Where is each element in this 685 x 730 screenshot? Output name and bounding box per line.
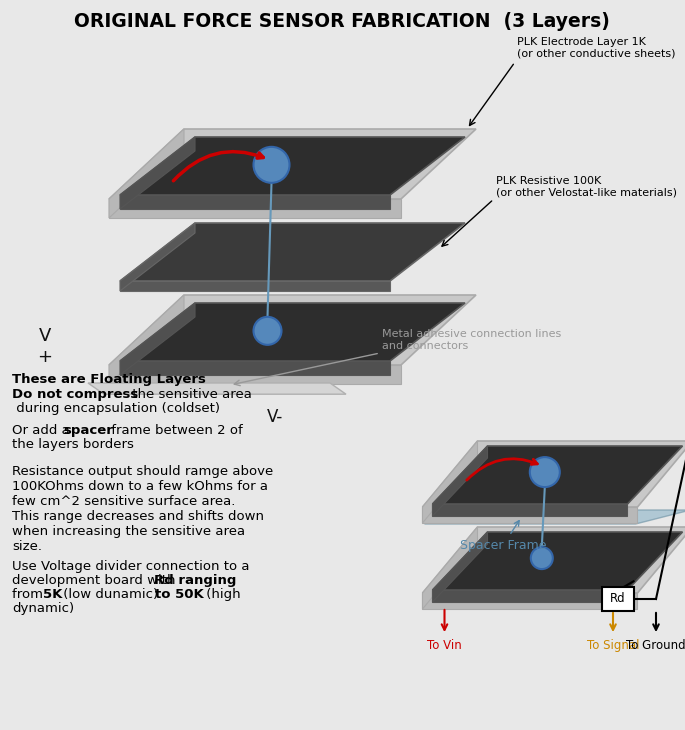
Text: V-: V- — [267, 408, 283, 426]
Polygon shape — [425, 510, 685, 524]
Polygon shape — [109, 199, 401, 218]
Polygon shape — [432, 446, 682, 504]
Polygon shape — [120, 195, 390, 209]
Text: Resistance output should ramge above
100KOhms down to a few kOhms for a
few cm^2: Resistance output should ramge above 100… — [12, 465, 273, 553]
Circle shape — [531, 547, 553, 569]
Text: (low dunamic): (low dunamic) — [59, 588, 162, 601]
Polygon shape — [423, 507, 638, 523]
Polygon shape — [423, 441, 477, 523]
Text: Metal adhesive connection lines
and connectors: Metal adhesive connection lines and conn… — [382, 329, 561, 351]
Polygon shape — [432, 504, 627, 516]
Polygon shape — [120, 361, 390, 375]
Text: To Vin: To Vin — [427, 639, 462, 652]
Text: Rd ranging: Rd ranging — [154, 574, 236, 587]
Text: Or add a: Or add a — [12, 424, 74, 437]
Text: V
+: V + — [38, 327, 53, 366]
Polygon shape — [120, 223, 465, 281]
Polygon shape — [88, 383, 346, 394]
Text: Spacer Frame: Spacer Frame — [460, 520, 547, 551]
Polygon shape — [423, 527, 685, 593]
Text: frame between 2 of: frame between 2 of — [107, 424, 242, 437]
Polygon shape — [120, 137, 465, 195]
Polygon shape — [109, 295, 184, 384]
Text: PLK Electrode Layer 1K
(or other conductive sheets): PLK Electrode Layer 1K (or other conduct… — [517, 37, 675, 59]
Polygon shape — [120, 303, 195, 375]
Text: during encapsulation (coldset): during encapsulation (coldset) — [12, 402, 220, 415]
Text: the layers borders: the layers borders — [12, 438, 134, 451]
Polygon shape — [109, 365, 401, 384]
Text: PLK Resistive 100K
(or other Velostat-like materials): PLK Resistive 100K (or other Velostat-li… — [496, 175, 677, 197]
Circle shape — [530, 457, 560, 487]
Circle shape — [253, 147, 290, 182]
Polygon shape — [423, 593, 638, 609]
Polygon shape — [120, 223, 195, 291]
Text: To Signal: To Signal — [587, 639, 639, 652]
Text: These are Floating Layers: These are Floating Layers — [12, 373, 206, 386]
Polygon shape — [120, 137, 195, 209]
Polygon shape — [109, 129, 184, 218]
Text: the sensitive area: the sensitive area — [128, 388, 252, 401]
Text: (high: (high — [202, 588, 240, 601]
Text: ORIGINAL FORCE SENSOR FABRICATION  (3 Layers): ORIGINAL FORCE SENSOR FABRICATION (3 Lay… — [74, 12, 610, 31]
Circle shape — [253, 317, 282, 345]
Text: Use Voltage divider connection to a: Use Voltage divider connection to a — [12, 560, 249, 573]
Polygon shape — [423, 527, 477, 609]
Text: Do not compress: Do not compress — [12, 388, 138, 401]
Text: Rd: Rd — [610, 593, 626, 605]
Text: to 50K: to 50K — [155, 588, 203, 601]
Polygon shape — [109, 295, 476, 365]
Text: To Ground: To Ground — [626, 639, 685, 652]
Text: from: from — [12, 588, 47, 601]
Polygon shape — [432, 446, 488, 516]
FancyBboxPatch shape — [602, 587, 634, 611]
Polygon shape — [432, 590, 627, 602]
Text: development board with: development board with — [12, 574, 179, 587]
Polygon shape — [423, 441, 685, 507]
Text: dynamic): dynamic) — [12, 602, 74, 615]
Polygon shape — [432, 532, 682, 590]
Polygon shape — [120, 281, 390, 291]
Text: spacer: spacer — [63, 424, 113, 437]
Polygon shape — [432, 532, 488, 602]
Polygon shape — [120, 303, 465, 361]
Text: 5K: 5K — [43, 588, 62, 601]
Polygon shape — [109, 129, 476, 199]
